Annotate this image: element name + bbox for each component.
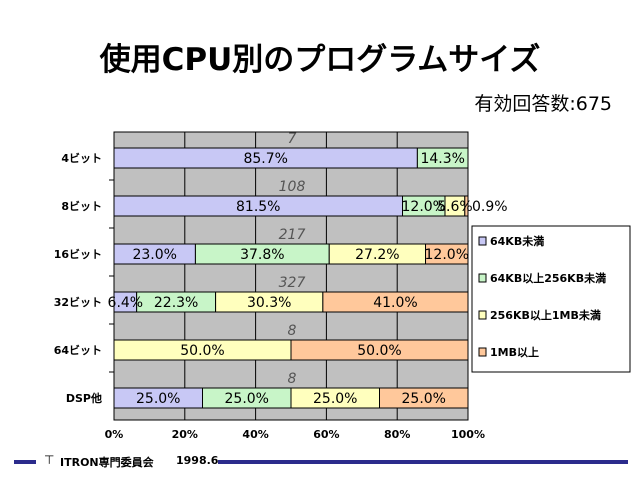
- data-label: 6.4%: [108, 295, 144, 311]
- x-tick-label: 40%: [242, 428, 268, 441]
- category-label: 8ビット: [61, 199, 102, 213]
- legend-label: 64KB未満: [490, 234, 544, 248]
- legend-swatch: [478, 310, 487, 320]
- category-label: 4ビット: [61, 151, 102, 165]
- legend-label: 1MB以上: [490, 345, 539, 359]
- category-label: DSP他: [66, 391, 102, 405]
- data-label: 12.0%: [425, 247, 469, 263]
- bar-segment: [416, 147, 469, 169]
- page-title: 使用CPU別のプログラムサイズ: [99, 42, 541, 78]
- data-label: 81.5%: [236, 199, 280, 215]
- response-count: 有効回答数:675: [474, 93, 612, 115]
- data-label: 37.8%: [240, 247, 284, 263]
- legend-swatch: [478, 347, 487, 357]
- data-label: 14.3%: [420, 151, 464, 167]
- legend-swatch: [478, 236, 487, 246]
- x-tick-label: 80%: [384, 428, 410, 441]
- x-tick-label: 0%: [105, 428, 124, 441]
- data-label: 22.3%: [154, 295, 198, 311]
- response-count-label: 8: [288, 371, 297, 387]
- legend-swatch: [478, 273, 487, 283]
- x-tick-label: 100%: [451, 428, 485, 441]
- itron-logo-icon: ⊤: [44, 453, 55, 467]
- data-label: 0.9%: [472, 199, 508, 215]
- bar-segment: [464, 195, 469, 217]
- data-label: 5.6%: [437, 199, 473, 215]
- footer-bar-left: [14, 460, 36, 464]
- category-label: 16ビット: [54, 247, 102, 261]
- data-label: 50.0%: [357, 343, 401, 359]
- category-label: 64ビット: [54, 343, 102, 357]
- legend-box: [471, 225, 631, 373]
- bar-segment: [379, 387, 469, 409]
- category-label: 32ビット: [54, 295, 102, 309]
- data-label: 25.0%: [313, 391, 357, 407]
- data-label: 50.0%: [180, 343, 224, 359]
- footer-date: 1998.6: [176, 454, 219, 467]
- response-count-label: 327: [279, 275, 306, 291]
- data-label: 30.3%: [247, 295, 291, 311]
- response-count-label: 7: [288, 131, 297, 147]
- data-label: 23.0%: [132, 247, 176, 263]
- response-count-label: 108: [279, 179, 306, 195]
- response-count-label: 217: [279, 227, 306, 243]
- data-label: 85.7%: [243, 151, 287, 167]
- data-label: 12.0%: [402, 199, 446, 215]
- data-label: 27.2%: [355, 247, 399, 263]
- data-label: 25.0%: [402, 391, 446, 407]
- bar-segment: [290, 339, 469, 361]
- x-tick-label: 60%: [313, 428, 339, 441]
- bar-segment: [425, 243, 469, 265]
- footer-bar-right: [218, 460, 628, 464]
- bar-segment: [322, 291, 469, 313]
- legend-label: 256KB以上1MB未満: [490, 308, 601, 322]
- data-label: 25.0%: [136, 391, 180, 407]
- footer-org: ITRON専門委員会: [60, 456, 154, 469]
- data-label: 25.0%: [225, 391, 269, 407]
- response-count-label: 8: [288, 323, 297, 339]
- legend-label: 64KB以上256KB未満: [490, 271, 606, 285]
- plot-area: [113, 131, 469, 421]
- x-tick-label: 20%: [172, 428, 198, 441]
- data-label: 41.0%: [373, 295, 417, 311]
